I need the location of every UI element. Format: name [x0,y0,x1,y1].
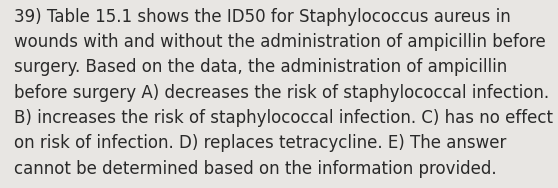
Text: surgery. Based on the data, the administration of ampicillin: surgery. Based on the data, the administ… [14,58,507,76]
Text: wounds with and without the administration of ampicillin before: wounds with and without the administrati… [14,33,546,51]
Text: 39) Table 15.1 shows the ID50 for Staphylococcus aureus in: 39) Table 15.1 shows the ID50 for Staphy… [14,8,511,26]
Text: on risk of infection. D) replaces tetracycline. E) The answer: on risk of infection. D) replaces tetrac… [14,134,506,152]
Text: cannot be determined based on the information provided.: cannot be determined based on the inform… [14,160,497,178]
Text: before surgery A) decreases the risk of staphylococcal infection.: before surgery A) decreases the risk of … [14,84,549,102]
Text: B) increases the risk of staphylococcal infection. C) has no effect: B) increases the risk of staphylococcal … [14,109,553,127]
